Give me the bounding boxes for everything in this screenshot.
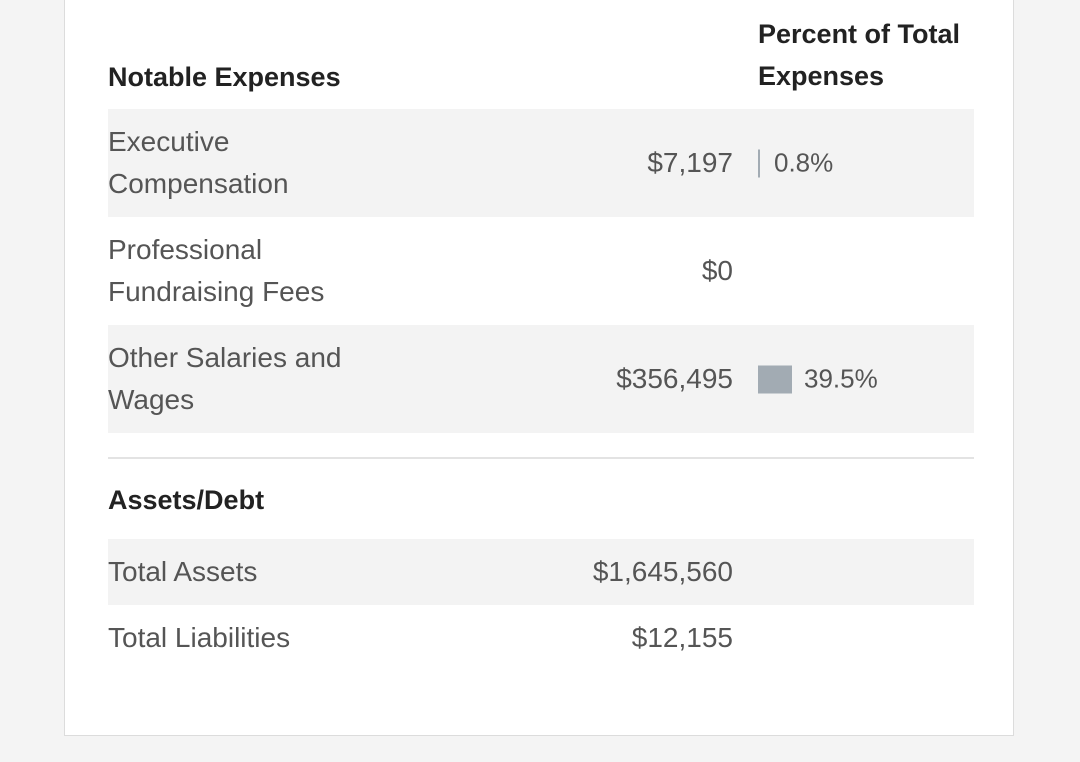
expense-value: $7,197	[647, 147, 733, 178]
asset-label: Total Assets	[108, 556, 258, 587]
asset-value: $12,155	[631, 622, 733, 653]
asset-label: Total Liabilities	[108, 622, 291, 653]
expenses-heading: Notable Expenses	[108, 62, 341, 92]
percent-bar	[758, 149, 760, 177]
table-row: Executive Compensation $7,197 0.8%	[108, 109, 974, 217]
percent-text: 39.5%	[804, 363, 878, 394]
table-row: Total Assets $1,645,560	[108, 539, 974, 605]
asset-value: $1,645,560	[592, 556, 733, 587]
table-row: Total Liabilities $12,155	[108, 605, 974, 671]
table-row: Other Salaries and Wages $356,495 39.5%	[108, 325, 974, 433]
expense-label: Other Salaries and Wages	[108, 342, 342, 415]
expense-value: $356,495	[616, 363, 733, 394]
percent-bar	[758, 365, 792, 393]
expenses-header: Notable Expenses Percent of Total Expens…	[108, 0, 974, 107]
expense-label: Professional Fundraising Fees	[108, 234, 325, 307]
percent-heading: Percent of Total Expenses	[758, 19, 961, 91]
expense-label: Executive Compensation	[108, 126, 289, 199]
percent-text: 0.8%	[774, 147, 834, 178]
expense-percent: 39.5%	[758, 364, 878, 395]
table-row: Professional Fundraising Fees $0	[108, 217, 974, 325]
section-divider	[108, 457, 974, 459]
expense-value: $0	[701, 255, 733, 286]
assets-heading: Assets/Debt	[108, 485, 265, 515]
expense-percent: 0.8%	[758, 148, 833, 179]
financial-summary-card: Notable Expenses Percent of Total Expens…	[64, 0, 1014, 736]
expenses-table: Executive Compensation $7,197 0.8% Profe…	[108, 109, 974, 433]
assets-table: Total Assets $1,645,560 Total Liabilitie…	[108, 539, 974, 671]
expenses-header-row: Notable Expenses Percent of Total Expens…	[108, 0, 974, 107]
